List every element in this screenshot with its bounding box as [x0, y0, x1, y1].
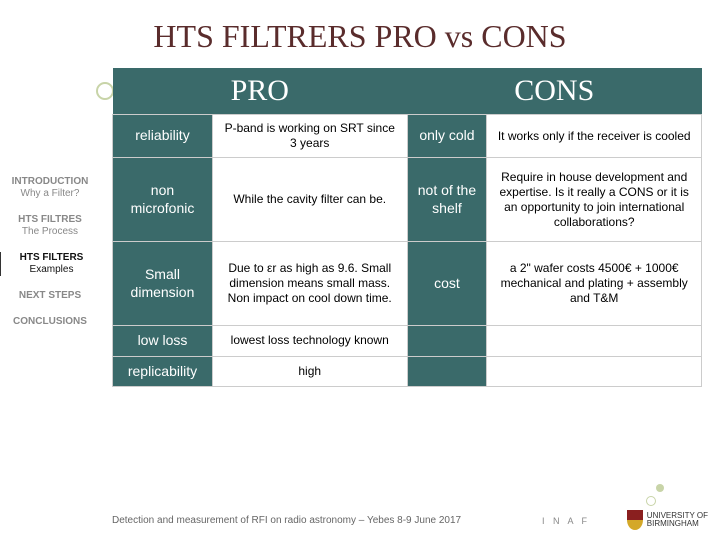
con-label	[407, 326, 487, 357]
table-header-cons: CONS	[407, 68, 701, 115]
pro-label: replicability	[113, 356, 213, 387]
con-label	[407, 356, 487, 387]
table-row: Small dimension Due to εr as high as 9.6…	[113, 242, 702, 326]
table-row: non microfonic While the cavity filter c…	[113, 158, 702, 242]
sidebar-item-sub: Examples	[3, 264, 100, 276]
pro-desc: lowest loss technology known	[212, 326, 407, 357]
con-desc: It works only if the receiver is cooled	[487, 115, 702, 158]
pro-desc: high	[212, 356, 407, 387]
pro-desc: While the cavity filter can be.	[212, 158, 407, 242]
shield-icon	[627, 510, 643, 530]
sidebar-item-introduction: INTRODUCTION Why a Filter?	[0, 176, 100, 200]
sidebar-item-next-steps: NEXT STEPS	[0, 290, 100, 302]
footer-text: Detection and measurement of RFI on radi…	[112, 515, 461, 526]
table-row: low loss lowest loss technology known	[113, 326, 702, 357]
decoration-dot	[656, 484, 664, 492]
sidebar-item-conclusions: CONCLUSIONS	[0, 316, 100, 328]
sidebar-item-sub: The Process	[0, 226, 100, 238]
sidebar-item-label: CONCLUSIONS	[13, 316, 87, 327]
sidebar-item-label: HTS FILTERS	[20, 252, 84, 263]
sidebar-item-label: NEXT STEPS	[19, 290, 81, 301]
pro-label: non microfonic	[113, 158, 213, 242]
con-label: cost	[407, 242, 487, 326]
sidebar-item-label: HTS FILTRES	[18, 214, 82, 225]
con-label: not of the shelf	[407, 158, 487, 242]
table-row: replicability high	[113, 356, 702, 387]
univ-line2: BIRMINGHAM	[647, 519, 699, 528]
page-title: HTS FILTRERS PRO vs CONS	[0, 0, 720, 55]
sidebar-item-sub: Why a Filter?	[0, 188, 100, 200]
con-desc	[487, 326, 702, 357]
univ-text: UNIVERSITY OF BIRMINGHAM	[647, 512, 708, 529]
table-header-pro: PRO	[113, 68, 408, 115]
con-desc: a 2" wafer costs 4500€ + 1000€ mechanica…	[487, 242, 702, 326]
pro-label: Small dimension	[113, 242, 213, 326]
pro-label: low loss	[113, 326, 213, 357]
sidebar-item-examples: HTS FILTERS Examples	[0, 252, 100, 276]
pro-cons-table: PRO CONS reliability P-band is working o…	[112, 68, 702, 387]
sidebar: INTRODUCTION Why a Filter? HTS FILTRES T…	[0, 176, 100, 342]
pro-desc: Due to εr as high as 9.6. Small dimensio…	[212, 242, 407, 326]
pro-desc: P-band is working on SRT since 3 years	[212, 115, 407, 158]
con-desc: Require in house development and experti…	[487, 158, 702, 242]
con-label: only cold	[407, 115, 487, 158]
decoration-ring	[646, 496, 656, 506]
con-desc	[487, 356, 702, 387]
main-content: PRO CONS reliability P-band is working o…	[112, 68, 702, 387]
birmingham-logo: UNIVERSITY OF BIRMINGHAM	[627, 510, 708, 530]
pro-label: reliability	[113, 115, 213, 158]
table-row: reliability P-band is working on SRT sin…	[113, 115, 702, 158]
inaf-logo: I N A F	[542, 516, 590, 526]
sidebar-item-label: INTRODUCTION	[12, 176, 89, 187]
sidebar-item-process: HTS FILTRES The Process	[0, 214, 100, 238]
